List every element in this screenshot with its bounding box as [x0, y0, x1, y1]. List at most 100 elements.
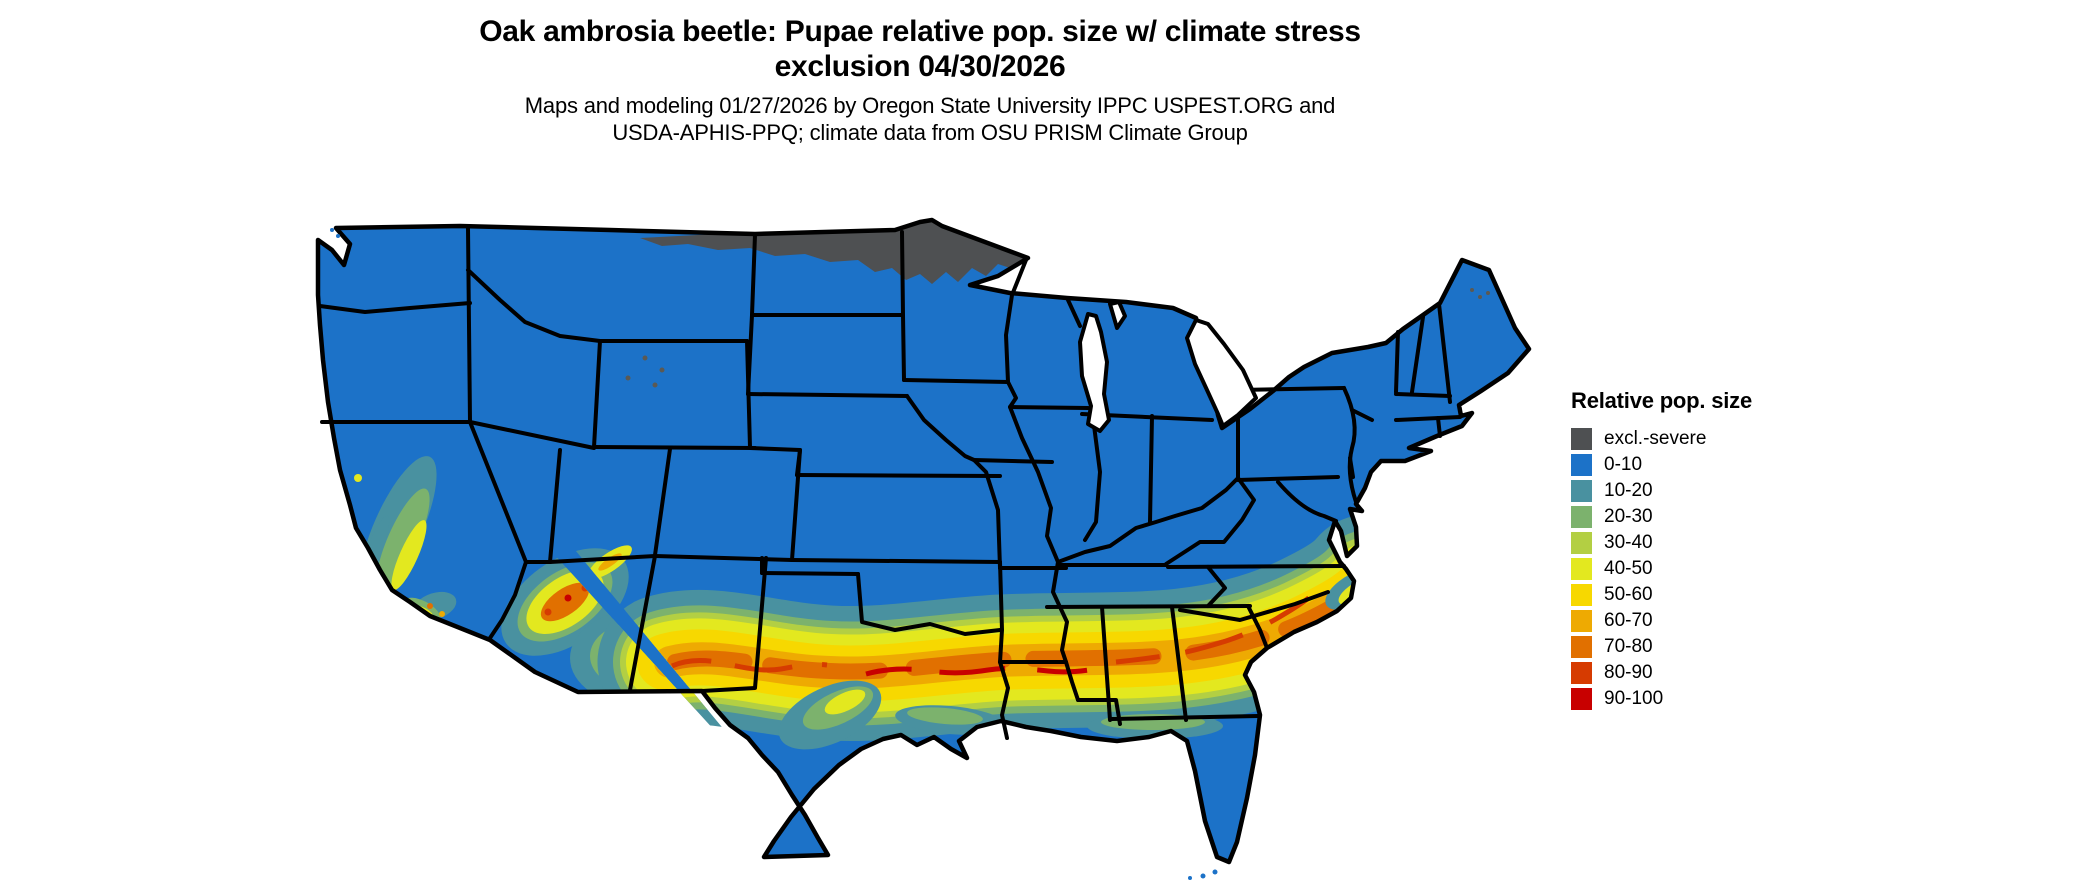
fl-keys-dot1 [1212, 869, 1218, 875]
border-ut-co [653, 447, 672, 557]
ca-valley-yellow [391, 520, 427, 590]
border-mn-wi [1004, 258, 1028, 384]
border-va-md-potomac [1276, 480, 1338, 523]
border-ca-nv [468, 420, 528, 564]
me-speck-2 [1478, 295, 1482, 299]
border-mo-west [972, 458, 1002, 570]
page-title: Oak ambrosia beetle: Pupae relative pop.… [0, 14, 1840, 84]
border-ia-mo [972, 458, 1054, 464]
border-va-nc [1166, 564, 1346, 569]
great-lakes [1078, 300, 1258, 433]
border-tx-ok-red-river [856, 572, 1002, 636]
border-ut-az [548, 554, 657, 564]
band-darkorange [667, 580, 1366, 680]
legend-item: 70-80 [1571, 634, 1752, 660]
title-line-1: Oak ambrosia beetle: Pupae relative pop.… [479, 15, 1361, 48]
border-ms-al [1100, 605, 1112, 722]
border-tn-south [1045, 604, 1252, 609]
border-wi-mi [1066, 298, 1082, 328]
wy-speck-3 [625, 375, 631, 381]
us-map [315, 217, 1532, 880]
border-mn-west [900, 230, 906, 382]
san-juan-island-dot1 [330, 228, 334, 232]
border-ga-sc [1246, 604, 1269, 650]
legend-label: 80-90 [1604, 662, 1653, 683]
legend-item: 0-10 [1571, 452, 1752, 478]
border-mt-nd [750, 233, 757, 317]
title-line-2: exclusion 04/30/2026 [774, 50, 1066, 83]
border-il-in [1083, 408, 1102, 542]
legend-swatch [1571, 532, 1592, 554]
border-nj-delaware-river [1342, 386, 1358, 504]
legend-label: 0-10 [1604, 454, 1643, 475]
border-wy-west [592, 339, 602, 449]
border-tn-nc [1206, 565, 1227, 608]
border-mn-ia [902, 378, 1010, 384]
border-ny-nj [1350, 408, 1374, 422]
border-id-mt [466, 268, 602, 343]
legend-item: 10-20 [1571, 478, 1752, 504]
legend-label: 30-40 [1604, 532, 1653, 553]
border-co-ks [790, 448, 802, 562]
border-ohio-river [1056, 476, 1240, 564]
border-sd-ne [746, 392, 909, 398]
legend-label: 10-20 [1604, 480, 1653, 501]
band-red-streak-1 [670, 658, 828, 673]
legend-swatch [1571, 454, 1592, 476]
border-ma-south [1394, 415, 1462, 422]
az-red-dot2 [564, 594, 572, 602]
border-ks-ok [790, 558, 1002, 564]
subtitle-line-2: USDA-APHIS-PPQ; climate data from OSU PR… [612, 120, 1248, 145]
legend-item: 60-70 [1571, 608, 1752, 634]
subtitle-line-1: Maps and modeling 01/27/2026 by Oregon S… [524, 93, 1336, 118]
border-md-de [1348, 456, 1355, 479]
san-juan-island-dot2 [336, 234, 340, 238]
legend: Relative pop. size excl.-severe 0-10 10-20… [1571, 388, 1752, 712]
legend-item: 20-30 [1571, 504, 1752, 530]
state-borders [318, 226, 1462, 740]
border-ia-ne [905, 394, 976, 462]
border-nh-me [1437, 302, 1452, 404]
band-red-streak-2 [865, 665, 1101, 677]
border-ok-panhandle-south [760, 571, 860, 576]
me-speck-3 [1486, 291, 1490, 295]
socal-orange-dot2 [439, 611, 445, 617]
border-vt-nh [1410, 315, 1425, 394]
legend-item: excl.-severe [1571, 426, 1752, 452]
socal-orange-dot1 [427, 603, 433, 609]
border-la-ms [1076, 698, 1122, 726]
legend-swatch [1571, 480, 1592, 502]
ca-yellow-speck [354, 474, 362, 482]
border-in-oh [1148, 414, 1154, 524]
legend-swatch [1571, 428, 1592, 450]
border-ne-ks [795, 473, 1002, 478]
legend-item: 50-60 [1571, 582, 1752, 608]
legend-title: Relative pop. size [1571, 388, 1753, 413]
fl-keys-dot3 [1188, 876, 1192, 880]
legend-swatch [1571, 558, 1592, 580]
border-al-ga [1170, 605, 1188, 722]
stx-yellow [824, 689, 866, 715]
legend-swatch [1571, 688, 1592, 710]
legend-label: 90-100 [1604, 688, 1664, 709]
legend-label: 20-30 [1604, 506, 1653, 527]
border-wa-or [318, 301, 472, 314]
border-ny-vt [1394, 330, 1400, 394]
legend-label: 40-50 [1604, 558, 1653, 579]
border-ca-az-river [488, 560, 552, 640]
legend-item: 30-40 [1571, 530, 1752, 556]
wy-speck-2 [659, 367, 665, 373]
border-fl-north [1110, 714, 1260, 721]
az-red-dot1 [544, 608, 552, 616]
border-pa-md [1236, 475, 1340, 482]
border-tx-la [998, 660, 1010, 740]
green-bay [1108, 300, 1127, 330]
legend-label: 50-60 [1604, 584, 1653, 605]
lake-huron [1185, 318, 1258, 428]
legend-item: 90-100 [1571, 686, 1752, 712]
border-wi-il [1008, 405, 1090, 410]
border-id-west [466, 226, 472, 424]
gulf-green [907, 707, 983, 725]
legend-items: excl.-severe 0-10 10-20 20-30 30-40 40-50 50-6… [1571, 426, 1752, 712]
